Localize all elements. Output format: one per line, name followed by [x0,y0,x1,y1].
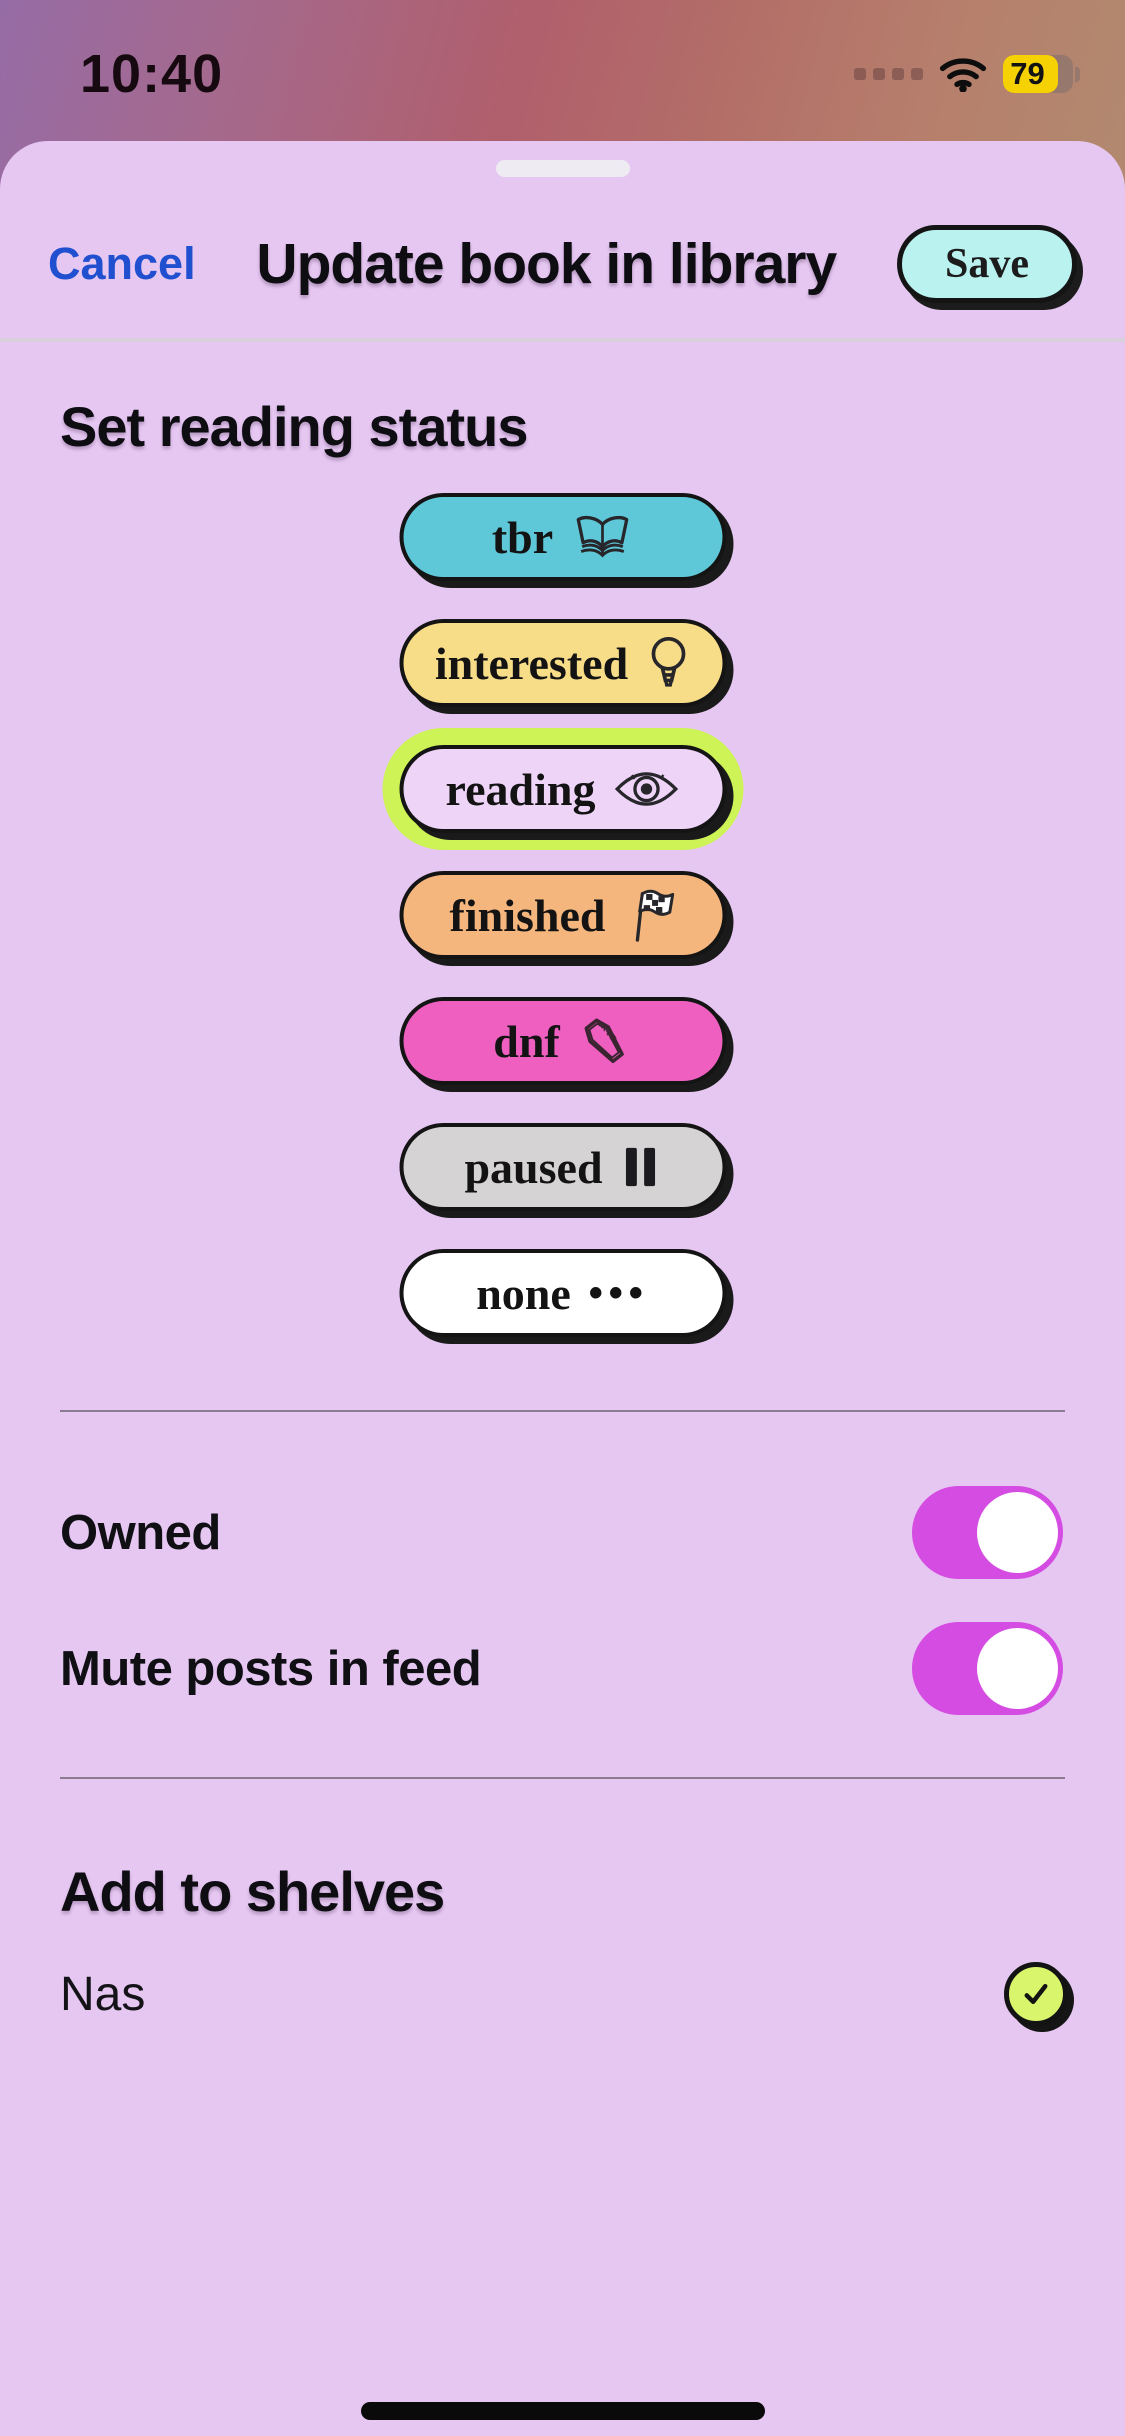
shelf-row-nas[interactable]: Nas [60,1959,1068,2029]
sheet-grab-handle[interactable] [495,160,630,177]
divider [60,1410,1065,1412]
checkered-flag-icon [623,888,675,942]
header-divider [0,338,1125,342]
status-option-reading[interactable]: reading [399,745,726,833]
update-book-sheet: Cancel Update book in library Save Set r… [0,141,1125,2436]
divider [60,1777,1065,1779]
cellular-signal-icon [854,68,923,80]
status-label: dnf [493,1015,560,1067]
ellipsis-icon: ••• [588,1271,649,1315]
coffin-rip-icon: R I P [578,1014,632,1068]
mute-posts-row: Mute posts in feed [60,1622,1063,1715]
toggle-knob [977,1492,1058,1573]
lightbulb-icon [646,635,690,691]
cancel-button[interactable]: Cancel [48,237,196,289]
open-book-icon [571,512,633,562]
shelf-checked-icon[interactable] [1004,1962,1068,2026]
shelf-name: Nas [60,1967,146,2021]
reading-status-heading: Set reading status [60,395,528,458]
owned-row: Owned [60,1486,1063,1579]
eye-icon [613,768,679,810]
status-label: tbr [491,511,554,563]
clock: 10:40 [80,44,224,104]
status-bar: 10:40 79 [0,0,1125,148]
reading-status-options: tbr interested [399,493,726,1337]
mute-posts-toggle[interactable] [912,1622,1063,1715]
home-indicator[interactable] [360,2402,765,2420]
battery-fill [1003,55,1059,93]
status-option-tbr[interactable]: tbr [399,493,726,581]
status-option-paused[interactable]: paused [399,1123,726,1211]
status-label: paused [464,1141,603,1193]
status-option-none[interactable]: none ••• [399,1249,726,1337]
owned-label: Owned [60,1505,221,1560]
sheet-header: Cancel Update book in library Save [0,211,1125,316]
status-option-finished[interactable]: finished [399,871,726,959]
status-label: reading [445,763,596,815]
mute-posts-label: Mute posts in feed [60,1641,482,1696]
status-label: interested [434,637,629,689]
status-label: none [476,1267,571,1319]
sheet-title: Update book in library [256,231,837,296]
owned-toggle[interactable] [912,1486,1063,1579]
pause-icon [621,1145,661,1189]
status-option-interested[interactable]: interested [399,619,726,707]
battery-percent: 79 [1010,56,1045,91]
toggle-knob [977,1628,1058,1709]
save-button[interactable]: Save [897,224,1077,303]
checkmark-icon [1024,1983,1048,2005]
wifi-icon [939,58,987,92]
battery-indicator: 79 [1003,55,1081,93]
status-label: finished [449,889,606,941]
status-option-dnf[interactable]: dnf R I P [399,997,726,1085]
shelves-heading: Add to shelves [60,1860,445,1923]
battery-nub [1075,66,1080,82]
status-bar-right: 79 [854,55,1081,93]
